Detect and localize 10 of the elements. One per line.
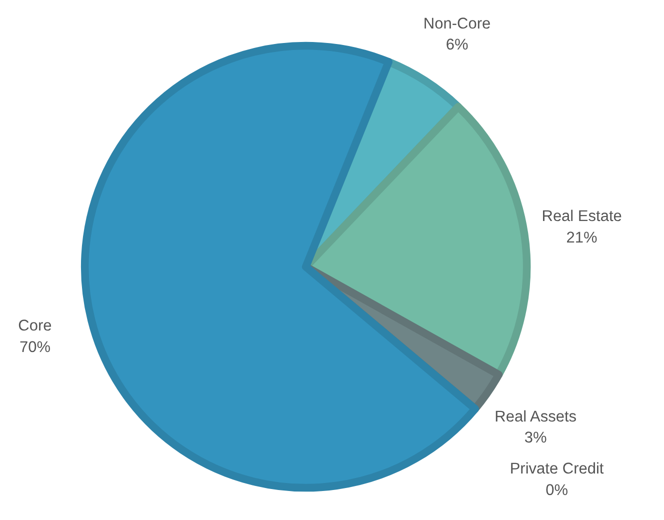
- slice-label: Core: [18, 317, 52, 334]
- slice-label: Non-Core: [423, 15, 491, 32]
- data-label: 70%: [19, 338, 51, 356]
- data-label: 21%: [566, 229, 598, 246]
- data-label: 3%: [524, 430, 548, 447]
- data-label: 6%: [446, 36, 468, 54]
- slice-label: Real Estate: [542, 208, 622, 226]
- slice-label: Real Assets: [494, 408, 577, 426]
- category-label: Private Credit: [510, 460, 604, 478]
- text: 0%: [546, 482, 568, 499]
